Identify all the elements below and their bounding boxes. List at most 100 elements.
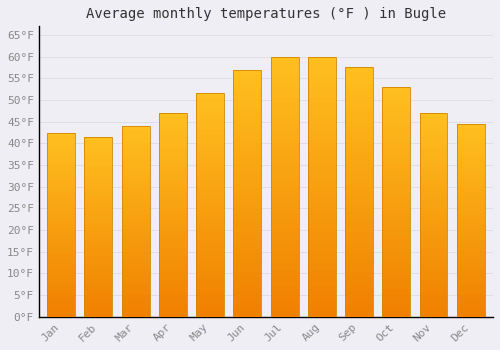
Bar	[457, 193, 484, 197]
Bar	[382, 308, 410, 312]
Bar	[457, 271, 484, 274]
Bar	[420, 133, 448, 138]
Bar	[234, 267, 262, 272]
Bar	[420, 125, 448, 129]
Bar	[457, 298, 484, 301]
Bar	[159, 304, 187, 309]
Bar	[308, 228, 336, 233]
Bar	[84, 187, 112, 191]
Bar	[308, 260, 336, 265]
Bar	[345, 112, 373, 117]
Bar	[159, 129, 187, 133]
Bar	[270, 202, 298, 208]
Bar	[159, 284, 187, 288]
Bar	[159, 313, 187, 317]
Bar	[159, 203, 187, 207]
Bar	[457, 135, 484, 139]
Bar	[345, 147, 373, 152]
Bar	[47, 232, 75, 236]
Bar	[84, 155, 112, 159]
Bar	[196, 259, 224, 263]
Bar	[122, 233, 150, 237]
Bar	[84, 191, 112, 195]
Bar	[308, 161, 336, 166]
Bar	[234, 243, 262, 247]
Bar	[159, 158, 187, 162]
Bar	[196, 214, 224, 218]
Bar	[196, 218, 224, 223]
Bar	[84, 180, 112, 184]
Bar	[382, 151, 410, 156]
Bar	[234, 272, 262, 277]
Bar	[84, 195, 112, 198]
Bar	[270, 182, 298, 187]
Bar	[84, 212, 112, 216]
Bar	[345, 167, 373, 172]
Bar	[345, 187, 373, 192]
Bar	[457, 255, 484, 259]
Bar	[196, 169, 224, 174]
Bar	[308, 171, 336, 176]
Bar	[420, 166, 448, 170]
Bar	[308, 166, 336, 171]
Bar	[84, 295, 112, 299]
Bar	[270, 249, 298, 254]
Bar	[420, 113, 448, 317]
Bar	[308, 275, 336, 280]
Bar	[457, 147, 484, 151]
Bar	[159, 195, 187, 198]
Bar	[122, 145, 150, 149]
Bar	[270, 260, 298, 265]
Bar	[84, 140, 112, 144]
Bar	[84, 310, 112, 313]
Bar	[196, 129, 224, 134]
Bar	[457, 244, 484, 247]
Bar	[159, 260, 187, 264]
Bar	[345, 157, 373, 162]
Bar	[234, 208, 262, 213]
Bar	[47, 287, 75, 291]
Bar	[196, 103, 224, 107]
Bar	[270, 119, 298, 124]
Bar	[234, 134, 262, 139]
Bar	[159, 190, 187, 195]
Bar	[345, 282, 373, 287]
Bar	[234, 94, 262, 99]
Bar	[84, 281, 112, 285]
Bar	[420, 158, 448, 162]
Bar	[420, 284, 448, 288]
Bar	[84, 166, 112, 169]
Bar	[457, 224, 484, 228]
Bar	[382, 275, 410, 280]
Bar	[196, 134, 224, 138]
Bar	[159, 292, 187, 296]
Bar	[308, 83, 336, 88]
Bar	[345, 177, 373, 182]
Bar	[234, 154, 262, 159]
Bar	[270, 150, 298, 155]
Bar	[382, 147, 410, 151]
Bar	[345, 302, 373, 307]
Bar	[345, 197, 373, 202]
Bar	[122, 198, 150, 202]
Bar	[159, 174, 187, 178]
Bar	[457, 166, 484, 170]
Bar	[382, 294, 410, 299]
Bar	[47, 265, 75, 269]
Bar	[345, 232, 373, 237]
Bar	[234, 258, 262, 262]
Bar	[159, 113, 187, 317]
Bar	[122, 275, 150, 279]
Bar	[420, 256, 448, 260]
Bar	[345, 162, 373, 167]
Bar	[84, 151, 112, 155]
Bar	[308, 182, 336, 187]
Bar	[47, 302, 75, 306]
Bar	[420, 288, 448, 292]
Bar	[420, 154, 448, 158]
Bar	[382, 188, 410, 193]
Bar	[84, 169, 112, 173]
Bar	[47, 155, 75, 158]
Bar	[196, 147, 224, 152]
Bar	[122, 191, 150, 195]
